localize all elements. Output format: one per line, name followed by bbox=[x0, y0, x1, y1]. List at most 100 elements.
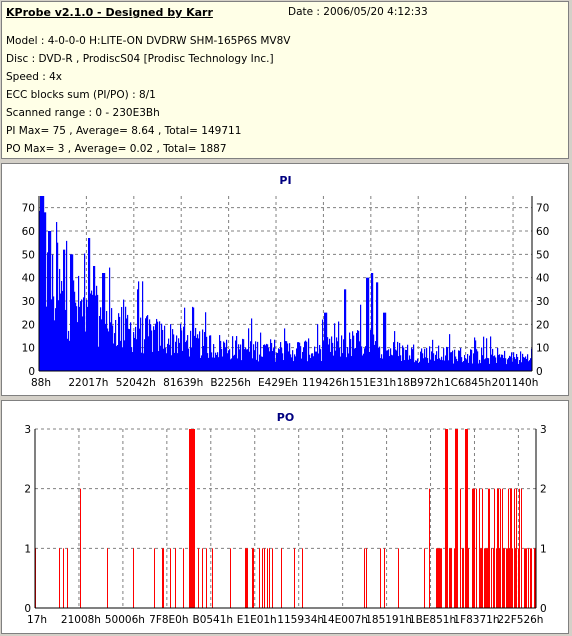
y-tick-label-left: 40 bbox=[22, 273, 35, 285]
pi-bar bbox=[493, 356, 495, 371]
po-bar bbox=[518, 548, 519, 608]
x-tick-label: 185191h bbox=[365, 614, 412, 626]
pi-bar bbox=[306, 341, 308, 371]
pi-bar bbox=[303, 347, 305, 371]
pi-bar bbox=[422, 353, 424, 371]
pi-bar bbox=[85, 331, 87, 371]
pi-bar bbox=[84, 253, 86, 371]
po-bar bbox=[424, 548, 425, 608]
pi-bar bbox=[481, 347, 483, 371]
pi-bar bbox=[382, 358, 384, 371]
pi-bar bbox=[205, 312, 207, 371]
pi-bar bbox=[456, 358, 458, 371]
po-bar bbox=[508, 488, 509, 608]
pi-bar bbox=[149, 319, 151, 371]
pi-bar bbox=[400, 355, 402, 371]
pi-bar bbox=[41, 196, 43, 371]
pi-bar bbox=[272, 351, 274, 371]
pi-bar bbox=[483, 336, 485, 371]
pi-bar bbox=[142, 281, 144, 371]
x-tick-label: 119426h bbox=[302, 377, 349, 389]
pi-bar bbox=[114, 333, 116, 371]
po-bar bbox=[246, 548, 247, 608]
pi-bar bbox=[301, 358, 303, 371]
pi-bar bbox=[181, 330, 183, 371]
pi-bar bbox=[310, 357, 312, 371]
pi-bar bbox=[434, 360, 436, 371]
pi-bar bbox=[65, 309, 67, 371]
po-bar bbox=[454, 548, 455, 608]
pi-bar bbox=[448, 360, 450, 371]
app-title: KProbe v2.1.0 - Designed by Karr bbox=[6, 6, 213, 19]
pi-bar bbox=[250, 341, 252, 371]
pi-bar bbox=[49, 231, 51, 371]
pi-bar bbox=[157, 321, 159, 371]
pi-bar bbox=[80, 301, 82, 371]
x-tick-label: 14E007h bbox=[321, 614, 368, 626]
pi-bar bbox=[214, 357, 216, 371]
po-bar bbox=[193, 429, 194, 608]
pi-bar bbox=[243, 339, 245, 371]
po-bar bbox=[212, 548, 213, 608]
pi-bar bbox=[335, 350, 337, 371]
pi-bar bbox=[111, 308, 113, 371]
pi-bar bbox=[452, 350, 454, 371]
pi-bar bbox=[131, 347, 133, 371]
pi-bar bbox=[208, 357, 210, 371]
po-bar bbox=[489, 488, 490, 608]
pi-bar bbox=[86, 299, 88, 371]
pi-bar bbox=[449, 334, 451, 371]
pi-bar bbox=[169, 344, 171, 371]
y-tick-label-right: 30 bbox=[536, 296, 549, 308]
pi-bar bbox=[308, 338, 310, 371]
pi-bar bbox=[278, 348, 280, 371]
pi-bar bbox=[232, 336, 234, 371]
pi-bar bbox=[350, 339, 352, 371]
pi-bar bbox=[395, 349, 397, 371]
pi-bar bbox=[344, 289, 346, 371]
pi-bar bbox=[447, 347, 449, 371]
pi-bar bbox=[299, 342, 301, 371]
po-bar bbox=[480, 548, 481, 608]
pi-bar bbox=[511, 352, 513, 371]
pi-bar bbox=[369, 351, 371, 371]
pi-bar bbox=[513, 352, 515, 371]
y-tick-label-right: 50 bbox=[536, 249, 549, 261]
po-bar bbox=[192, 429, 193, 608]
pi-bar bbox=[268, 347, 270, 371]
pi-bar bbox=[226, 339, 228, 371]
pi-bar bbox=[202, 329, 204, 371]
pi-bar bbox=[119, 316, 121, 371]
pi-bar bbox=[451, 352, 453, 371]
y-tick-label-right: 20 bbox=[536, 319, 549, 331]
po-bar bbox=[487, 548, 488, 608]
pi-bar bbox=[276, 352, 278, 371]
pi-bar bbox=[373, 334, 375, 371]
pi-bar bbox=[151, 330, 153, 371]
pi-bar bbox=[300, 346, 302, 371]
pi-bar bbox=[287, 343, 289, 371]
pi-bar bbox=[271, 343, 273, 371]
pi-bar bbox=[466, 359, 468, 371]
po-stats: PO Max= 3 , Average= 0.02 , Total= 1887 bbox=[6, 143, 227, 155]
po-bar bbox=[481, 548, 482, 608]
pi-bar bbox=[184, 307, 186, 371]
pi-bar bbox=[361, 346, 363, 371]
pi-bar bbox=[436, 351, 438, 371]
po-bar bbox=[521, 488, 522, 608]
pi-bar bbox=[318, 353, 320, 371]
pi-bar bbox=[333, 355, 335, 371]
chart-title: PO bbox=[277, 411, 294, 424]
pi-bar bbox=[207, 353, 209, 371]
y-tick-label-right: 40 bbox=[536, 273, 549, 285]
pi-bar bbox=[439, 358, 441, 371]
pi-bar bbox=[90, 293, 92, 371]
pi-bar bbox=[83, 297, 85, 371]
pi-bar bbox=[244, 349, 246, 371]
pi-bar bbox=[46, 306, 48, 371]
pi-bar bbox=[277, 353, 279, 371]
pi-bar bbox=[329, 338, 331, 371]
pi-bar bbox=[161, 323, 163, 371]
pi-bar bbox=[95, 295, 97, 371]
po-bar bbox=[202, 548, 203, 608]
